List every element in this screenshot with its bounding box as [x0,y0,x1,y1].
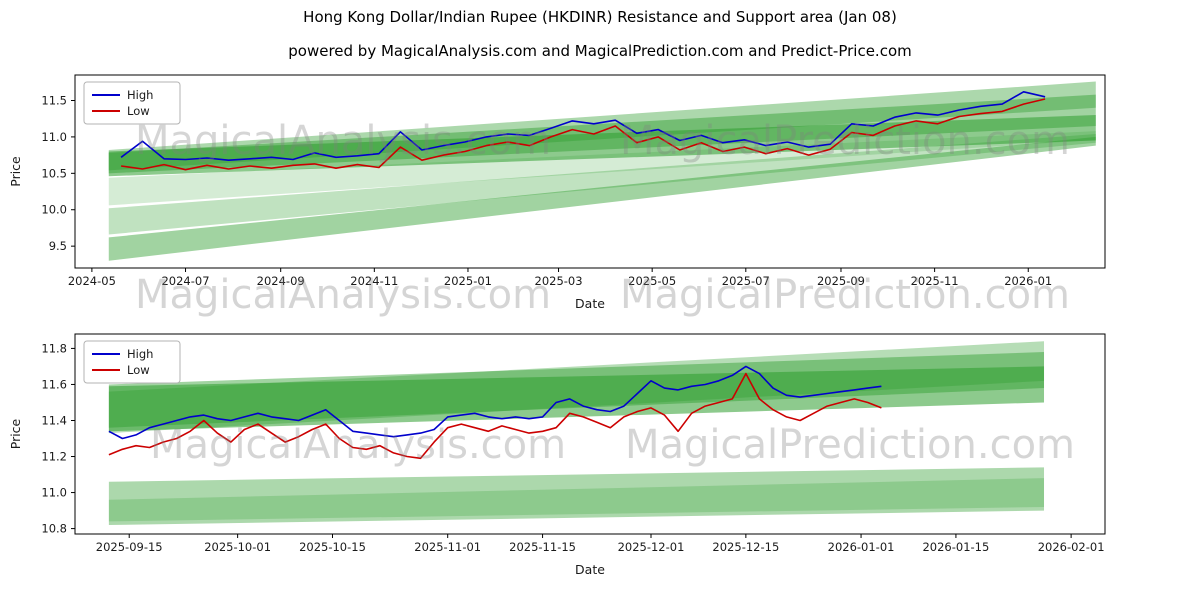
y-tick-label: 11.4 [41,413,67,427]
chart-subtitle: powered by MagicalAnalysis.com and Magic… [288,42,912,60]
support-resistance-band [108,478,1045,522]
x-tick-label: 2025-12-01 [618,540,685,554]
x-tick-label: 2025-09 [817,274,865,288]
bottom-chart: 2025-09-15 2025-10-01 2025-10-15 2025-11-01… [8,333,1106,577]
legend-label: Low [127,363,150,377]
x-tick-label: 2024-05 [68,274,116,288]
x-tick-label: 2025-11-15 [509,540,576,554]
y-tick-label: 11.0 [41,130,67,144]
low-line [120,98,1046,171]
x-tick-label: 2025-03 [535,274,583,288]
high-line [108,365,882,440]
y-tick-label: 11.6 [41,377,67,391]
plot-border [74,333,1106,535]
support-resistance-band [108,136,1096,261]
x-tick-label: 2026-02-01 [1038,540,1105,554]
y-tick-label: 10.0 [41,203,67,217]
plot-border [74,74,1106,269]
y-tick-label: 11.8 [41,341,67,355]
y-tick-label: 9.5 [49,239,67,253]
y-tick-label: 10.5 [41,166,67,180]
legend-label: Low [127,104,150,118]
low-line [108,372,882,460]
y-tick-label: 11.5 [41,93,67,107]
y-tick-label: 11.0 [41,486,67,500]
support-resistance-band [108,81,1096,171]
legend-label: High [127,347,153,361]
top-chart: 2024-05 2024-07 2024-09 2024-11 2025-01 2025-… [8,74,1106,311]
x-tick-label: 2024-07 [161,274,209,288]
legend-label: High [127,88,153,102]
y-axis-label: Price [8,156,23,187]
x-tick-label: 2025-07 [722,274,770,288]
support-resistance-band [108,467,1045,525]
x-tick-label: 2025-11 [911,274,959,288]
support-resistance-band [108,341,1045,434]
y-axis-label: Price [8,418,23,449]
legend-box [83,81,181,125]
high-line [120,90,1046,161]
support-resistance-band [108,115,1096,177]
x-tick-label: 2025-01 [444,274,492,288]
x-tick-label: 2026-01 [1004,274,1052,288]
x-axis-label: Date [575,562,605,577]
x-axis-label: Date [575,296,605,311]
support-resistance-band [108,366,1045,432]
x-tick-label: 2025-10-15 [299,540,366,554]
y-tick-label: 10.8 [41,522,67,536]
x-tick-label: 2024-11 [350,274,398,288]
support-resistance-band [108,133,1096,235]
x-tick-label: 2025-10-01 [204,540,271,554]
x-tick-label: 2025-12-15 [712,540,779,554]
support-resistance-band [108,352,1045,428]
support-resistance-band [108,131,1096,206]
x-tick-label: 2026-01-01 [828,540,895,554]
x-tick-label: 2025-09-15 [96,540,163,554]
chart-title: Hong Kong Dollar/Indian Rupee (HKDINR) R… [303,8,897,26]
support-resistance-band [108,94,1096,174]
x-tick-label: 2024-09 [257,274,305,288]
x-tick-label: 2025-05 [628,274,676,288]
legend-box [83,340,181,384]
x-tick-label: 2026-01-15 [922,540,989,554]
y-tick-label: 11.2 [41,450,67,464]
x-tick-label: 2025-11-01 [414,540,481,554]
